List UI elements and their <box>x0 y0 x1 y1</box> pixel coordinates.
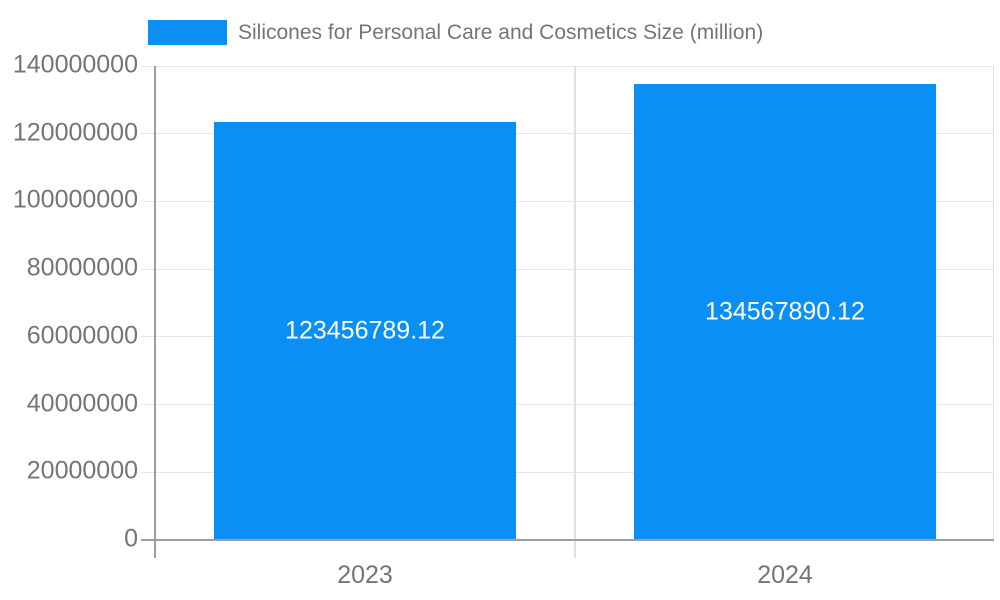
y-gridline <box>141 65 993 67</box>
y-gridline <box>141 268 993 270</box>
y-axis-label: 100000000 <box>12 185 138 214</box>
x-axis-label: 2023 <box>337 561 393 589</box>
bar[interactable] <box>214 122 516 540</box>
y-gridline <box>141 471 993 473</box>
bar-value-label: 123456789.12 <box>285 316 445 345</box>
y-axis-label: 120000000 <box>12 118 138 147</box>
y-gridline <box>141 404 993 406</box>
category-separator-line <box>574 66 576 558</box>
bar-value-label: 134567890.12 <box>705 297 865 326</box>
plot-right-border <box>993 66 994 540</box>
y-axis-label: 40000000 <box>26 388 138 417</box>
y-axis-label: 60000000 <box>26 321 138 350</box>
y-axis-line <box>154 66 156 558</box>
y-axis-label: 0 <box>124 524 138 553</box>
y-gridline <box>141 200 993 202</box>
bar[interactable] <box>634 84 936 540</box>
y-axis-label: 20000000 <box>26 456 138 485</box>
legend: Silicones for Personal Care and Cosmetic… <box>148 20 763 45</box>
legend-swatch <box>148 20 227 45</box>
x-baseline <box>141 539 994 541</box>
legend-label: Silicones for Personal Care and Cosmetic… <box>238 20 764 44</box>
y-axis-label: 140000000 <box>12 50 138 79</box>
y-axis-label: 80000000 <box>26 253 138 282</box>
y-gridline <box>141 336 993 338</box>
y-gridline <box>141 133 993 135</box>
x-axis-label: 2024 <box>757 561 813 589</box>
